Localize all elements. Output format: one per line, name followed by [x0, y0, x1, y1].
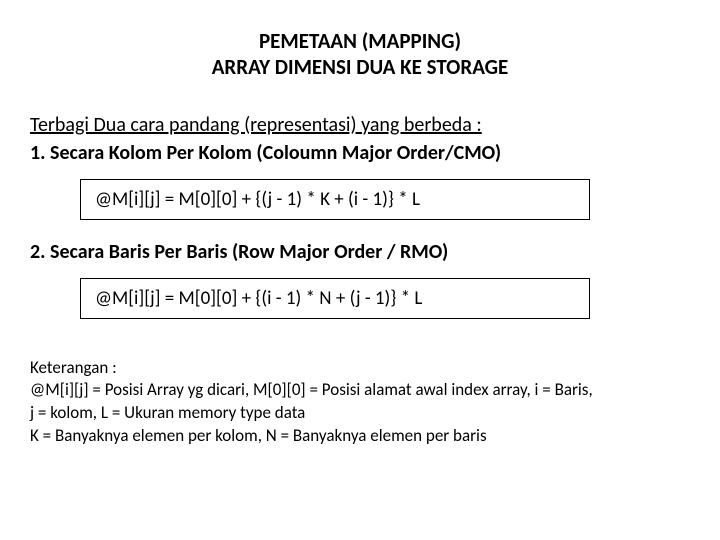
keterangan-line-1: @M[i][j] = Posisi Array yg dicari, M[0][…	[30, 379, 690, 402]
keterangan-block: Keterangan : @M[i][j] = Posisi Array yg …	[30, 357, 690, 449]
title-block: PEMETAAN (MAPPING) ARRAY DIMENSI DUA KE …	[30, 28, 690, 81]
formula-box-rmo: @M[i][j] = M[0][0] + {(i - 1) * N + (j -…	[80, 278, 590, 319]
subtitle: Terbagi Dua cara pandang (representasi) …	[30, 113, 690, 137]
title-line-2: ARRAY DIMENSI DUA KE STORAGE	[90, 54, 630, 80]
section-2-heading: 2. Secara Baris Per Baris (Row Major Ord…	[30, 240, 690, 264]
title-line-1: PEMETAAN (MAPPING)	[90, 28, 630, 54]
keterangan-heading: Keterangan :	[30, 357, 690, 380]
section-1-heading: 1. Secara Kolom Per Kolom (Coloumn Major…	[30, 141, 690, 165]
keterangan-line-2: j = kolom, L = Ukuran memory type data	[30, 402, 690, 425]
keterangan-line-3: K = Banyaknya elemen per kolom, N = Bany…	[30, 425, 690, 448]
formula-box-cmo: @M[i][j] = M[0][0] + {(j - 1) * K + (i -…	[80, 179, 590, 220]
